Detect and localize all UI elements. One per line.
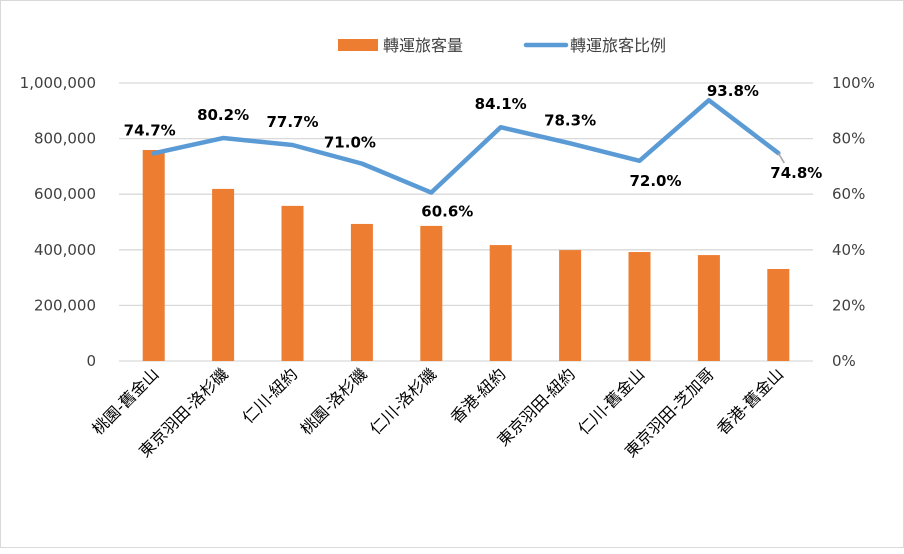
left-tick-label: 600,000 (34, 185, 96, 203)
data-label: 93.8% (707, 82, 759, 100)
data-label: 71.0% (324, 134, 376, 152)
category-label: 香港-紐約 (447, 364, 510, 427)
right-tick-label: 40% (832, 241, 865, 259)
category-label: 桃園-舊金山 (88, 364, 162, 438)
data-label: 78.3% (544, 111, 596, 129)
bar (767, 268, 790, 361)
left-tick-label: 800,000 (34, 130, 96, 148)
line-data-labels: 74.7% 80.2% 77.7% 71.0% 60.6% 84.1% 78.3% 72.0%… (124, 82, 823, 220)
bar (697, 255, 720, 361)
right-axis: 0% 20% 40% 60% 80% 100% (832, 74, 875, 370)
category-label: 仁川-紐約 (239, 364, 302, 427)
right-tick-label: 0% (832, 352, 856, 370)
data-label: 74.8% (770, 164, 822, 182)
data-label: 60.6% (421, 203, 473, 221)
bar (559, 250, 582, 361)
left-tick-label: 1,000,000 (20, 74, 96, 92)
right-tick-label: 80% (832, 130, 865, 148)
bar (628, 252, 651, 361)
data-label: 84.1% (475, 95, 527, 113)
category-label: 仁川-洛杉磯 (366, 364, 440, 438)
bar (212, 188, 235, 361)
bar-series (142, 149, 790, 361)
legend-label: 轉運旅客比例 (570, 36, 666, 55)
right-tick-label: 20% (832, 296, 865, 314)
left-axis: 0 200,000 400,000 600,000 800,000 1,000,000 (20, 74, 96, 370)
bar (420, 225, 443, 361)
legend: 轉運旅客量 轉運旅客比例 (338, 36, 666, 55)
data-label: 72.0% (629, 172, 681, 190)
bar (350, 223, 373, 361)
bar (281, 205, 304, 361)
left-tick-label: 0 (86, 352, 96, 370)
line-series (151, 97, 781, 195)
leader-line (777, 152, 785, 164)
left-tick-label: 200,000 (34, 296, 96, 314)
category-label: 仁川-舊金山 (574, 364, 648, 438)
bar (142, 149, 165, 361)
legend-label: 轉運旅客量 (383, 36, 463, 55)
data-label: 77.7% (266, 113, 318, 131)
right-tick-label: 60% (832, 185, 865, 203)
data-label: 80.2% (197, 106, 249, 124)
category-label: 桃園-洛杉磯 (297, 364, 371, 438)
bar (489, 245, 512, 361)
legend-bar-swatch (338, 39, 378, 51)
left-tick-label: 400,000 (34, 241, 96, 259)
category-label: 香港-舊金山 (713, 364, 787, 438)
right-tick-label: 100% (832, 74, 875, 92)
data-label: 74.7% (124, 121, 176, 139)
